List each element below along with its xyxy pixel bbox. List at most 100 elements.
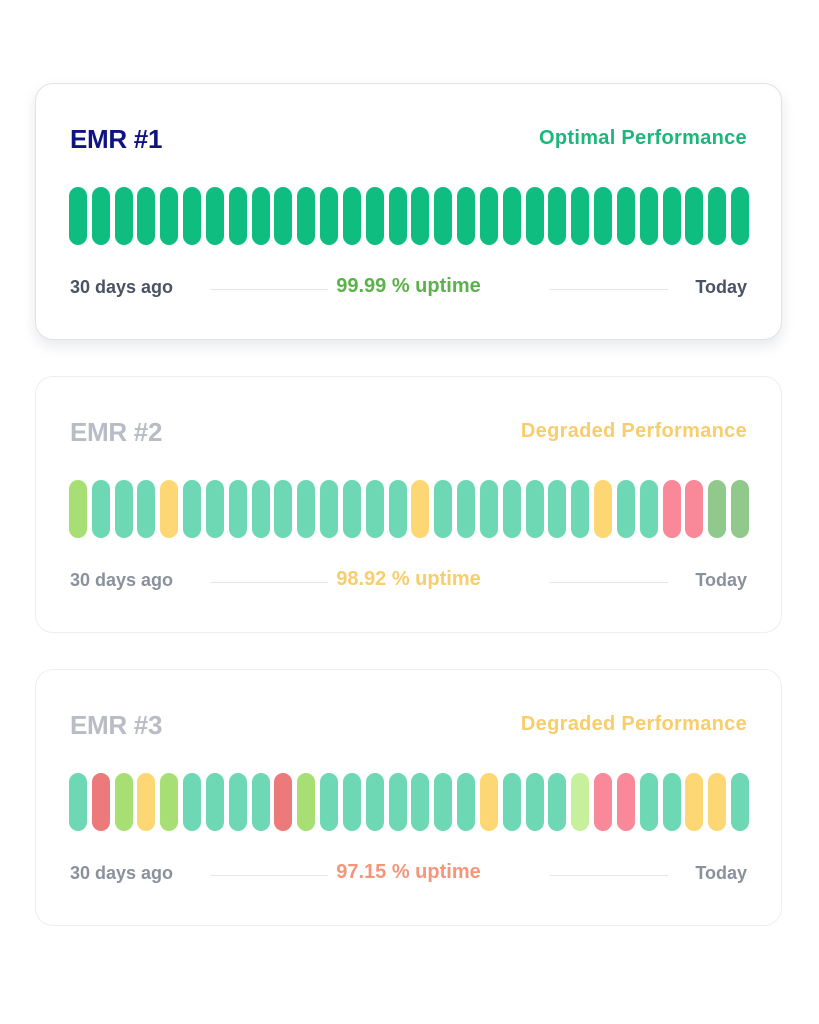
- end-label: Today: [695, 863, 747, 883]
- uptime-day-bar: [228, 773, 247, 831]
- start-label: 30 days ago: [70, 570, 174, 590]
- uptime-day-bar: [297, 773, 316, 831]
- status-label: Degraded Performance: [520, 420, 747, 442]
- uptime-day-bar: [479, 773, 498, 831]
- uptime-day-bar: [685, 773, 704, 831]
- uptime-value: 99.99 % uptime: [336, 275, 481, 297]
- uptime-day-bar: [731, 187, 749, 245]
- uptime-day-bar: [639, 773, 658, 831]
- uptime-day-bar: [388, 480, 407, 538]
- uptime-day-bar: [525, 187, 544, 245]
- uptime-day-bar: [457, 480, 476, 538]
- uptime-day-bar: [411, 773, 430, 831]
- uptime-day-bar: [251, 773, 270, 831]
- uptime-bars: [69, 480, 749, 538]
- divider-line: [550, 582, 668, 583]
- uptime-day-bar: [708, 187, 727, 245]
- uptime-day-bar: [616, 480, 635, 538]
- uptime-day-bar: [320, 480, 339, 538]
- start-label: 30 days ago: [70, 863, 174, 883]
- uptime-day-bar: [91, 773, 110, 831]
- uptime-day-bar: [320, 773, 339, 831]
- divider-line: [550, 875, 668, 876]
- uptime-value: 98.92 % uptime: [336, 568, 481, 590]
- divider-line: [210, 289, 328, 290]
- uptime-day-bar: [639, 480, 658, 538]
- uptime-day-bar: [708, 480, 727, 538]
- uptime-day-bar: [662, 480, 681, 538]
- uptime-day-bar: [685, 480, 704, 538]
- uptime-day-bar: [479, 480, 498, 538]
- uptime-day-bar: [731, 773, 749, 831]
- uptime-day-bar: [502, 480, 521, 538]
- start-label: 30 days ago: [70, 277, 174, 297]
- uptime-day-bar: [274, 480, 293, 538]
- uptime-day-bar: [160, 480, 179, 538]
- uptime-day-bar: [479, 187, 498, 245]
- uptime-day-bar: [571, 187, 590, 245]
- uptime-day-bar: [502, 773, 521, 831]
- uptime-day-bar: [114, 187, 133, 245]
- uptime-day-bar: [434, 187, 453, 245]
- uptime-day-bar: [685, 187, 704, 245]
- uptime-day-bar: [183, 773, 202, 831]
- uptime-day-bar: [411, 187, 430, 245]
- uptime-day-bar: [548, 773, 567, 831]
- uptime-day-bar: [731, 480, 749, 538]
- card-title: EMR #1: [70, 124, 163, 154]
- card-footer: 30 days ago 99.99 % uptime Today: [70, 275, 747, 301]
- uptime-day-bar: [502, 187, 521, 245]
- uptime-day-bar: [274, 773, 293, 831]
- emr-card-2: EMR #2 Degraded Performance 30 days ago …: [35, 376, 782, 633]
- emr-card-3: EMR #3 Degraded Performance 30 days ago …: [35, 669, 782, 926]
- uptime-day-bar: [457, 773, 476, 831]
- uptime-day-bar: [594, 773, 613, 831]
- uptime-day-bar: [434, 773, 453, 831]
- uptime-day-bar: [114, 773, 133, 831]
- uptime-day-bar: [160, 773, 179, 831]
- uptime-day-bar: [160, 187, 179, 245]
- uptime-day-bar: [205, 773, 224, 831]
- uptime-day-bar: [342, 773, 361, 831]
- end-label: Today: [695, 570, 747, 590]
- uptime-day-bar: [548, 480, 567, 538]
- uptime-day-bar: [708, 773, 727, 831]
- status-label: Degraded Performance: [520, 713, 747, 735]
- divider-line: [550, 289, 668, 290]
- uptime-day-bar: [434, 480, 453, 538]
- uptime-day-bar: [137, 187, 156, 245]
- uptime-day-bar: [388, 187, 407, 245]
- uptime-day-bar: [571, 773, 590, 831]
- uptime-bars: [69, 187, 749, 245]
- end-label: Today: [695, 277, 747, 297]
- uptime-day-bar: [228, 187, 247, 245]
- uptime-day-bar: [594, 187, 613, 245]
- uptime-day-bar: [205, 187, 224, 245]
- divider-line: [210, 582, 328, 583]
- card-header: EMR #3 Degraded Performance: [70, 710, 747, 742]
- uptime-day-bar: [69, 480, 87, 538]
- uptime-day-bar: [525, 773, 544, 831]
- uptime-day-bar: [616, 773, 635, 831]
- uptime-day-bar: [251, 187, 270, 245]
- uptime-day-bar: [297, 480, 316, 538]
- card-header: EMR #1 Optimal Performance: [70, 124, 747, 156]
- uptime-day-bar: [548, 187, 567, 245]
- uptime-day-bar: [662, 773, 681, 831]
- emr-card-1: EMR #1 Optimal Performance 30 days ago 9…: [35, 83, 782, 340]
- card-footer: 30 days ago 98.92 % uptime Today: [70, 568, 747, 594]
- uptime-bars: [69, 773, 749, 831]
- uptime-day-bar: [114, 480, 133, 538]
- card-title: EMR #3: [70, 710, 163, 740]
- uptime-day-bar: [137, 480, 156, 538]
- uptime-day-bar: [137, 773, 156, 831]
- uptime-day-bar: [69, 773, 87, 831]
- uptime-day-bar: [616, 187, 635, 245]
- uptime-day-bar: [251, 480, 270, 538]
- uptime-day-bar: [594, 480, 613, 538]
- uptime-day-bar: [639, 187, 658, 245]
- uptime-day-bar: [662, 187, 681, 245]
- uptime-day-bar: [228, 480, 247, 538]
- uptime-day-bar: [91, 480, 110, 538]
- card-header: EMR #2 Degraded Performance: [70, 417, 747, 449]
